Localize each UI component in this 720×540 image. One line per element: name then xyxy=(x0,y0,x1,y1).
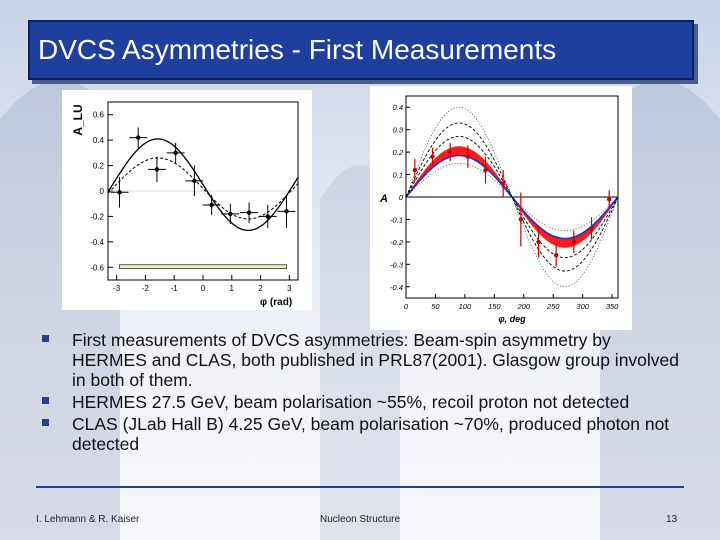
x-tick-label: 0 xyxy=(201,284,206,293)
hermes-asymmetry-chart: 0.6 0.4 0.2 0 -0.2 -0.4 -0.6 -3 -2 -1 0 1 2 3 φ (rad) A… xyxy=(71,101,299,308)
x-tick-label: 150 xyxy=(488,302,501,311)
bullet-item: HERMES 27.5 GeV, beam polarisation ~55%,… xyxy=(42,392,682,412)
data-point xyxy=(136,135,141,140)
title-bar: DVCS Asymmetries - First Measurements xyxy=(28,20,694,80)
square-bullet-icon xyxy=(42,419,49,426)
bullet-item: First measurements of DVCS asymmetries: … xyxy=(42,330,682,390)
data-point xyxy=(571,239,577,245)
data-point xyxy=(518,217,524,222)
data-point xyxy=(589,226,594,231)
y-tick-label: 0.2 xyxy=(393,148,404,157)
data-point xyxy=(430,154,435,159)
dotted-model-curve xyxy=(405,163,619,231)
data-point xyxy=(553,253,559,258)
y-tick-label: 0.3 xyxy=(393,126,404,135)
square-bullet-icon xyxy=(42,397,49,404)
y-tick-label: -0.2 xyxy=(90,212,104,221)
bullet-list: First measurements of DVCS asymmetries: … xyxy=(42,330,682,456)
data-point xyxy=(606,197,612,202)
clas-asymmetry-chart: 0.4 0.3 0.2 0.1 0 -0.1 -0.2 -0.3 -0.4 0 50 100 150 20… xyxy=(379,95,619,324)
y-tick-label: 0.6 xyxy=(93,111,105,120)
data-point xyxy=(173,150,178,156)
x-axis-label: φ, deg xyxy=(498,314,526,324)
y-axis-label: A xyxy=(379,193,388,205)
data-point xyxy=(209,202,214,208)
data-point xyxy=(117,190,122,195)
y-tick-label: 0.2 xyxy=(93,162,105,171)
data-point xyxy=(246,210,252,215)
slide-title: DVCS Asymmetries - First Measurements xyxy=(38,34,557,65)
data-point xyxy=(154,167,160,172)
bullet-text: First measurements of DVCS asymmetries: … xyxy=(72,330,680,390)
x-tick-label: 3 xyxy=(287,284,292,293)
footer-authors: I. Lehmann & R. Kaiser xyxy=(36,514,140,525)
x-tick-label: 250 xyxy=(546,302,560,311)
x-tick-label: 350 xyxy=(606,302,619,311)
x-tick-label: 300 xyxy=(576,302,589,311)
x-tick-label: 200 xyxy=(517,302,531,311)
data-point xyxy=(536,239,541,245)
x-tick-label: -1 xyxy=(171,284,179,293)
dotted-model-curve xyxy=(405,106,619,288)
y-tick-label: 0 xyxy=(399,193,404,202)
clas-figure: 0.4 0.3 0.2 0.1 0 -0.1 -0.2 -0.3 -0.4 0 50 100 150 20… xyxy=(370,86,632,330)
data-point xyxy=(447,149,453,155)
data-point xyxy=(284,209,289,214)
footer-divider xyxy=(36,486,684,488)
solid-fit-curve xyxy=(107,138,299,232)
x-tick-label: 50 xyxy=(431,302,440,311)
x-tick-label: 1 xyxy=(230,284,235,293)
x-tick-label: 0 xyxy=(404,302,409,311)
y-tick-label: 0 xyxy=(100,187,105,196)
data-point xyxy=(228,211,233,217)
x-tick-label: -2 xyxy=(142,284,150,293)
y-tick-label: -0.6 xyxy=(90,263,104,272)
y-tick-label: -0.3 xyxy=(390,260,404,269)
y-tick-label: -0.4 xyxy=(390,283,403,292)
page-number: 13 xyxy=(666,514,678,525)
y-tick-label: -0.1 xyxy=(390,215,403,224)
y-tick-label: -0.2 xyxy=(390,238,404,247)
square-bullet-icon xyxy=(42,335,49,342)
hermes-figure: 0.6 0.4 0.2 0 -0.2 -0.4 -0.6 -3 -2 -1 0 1 2 3 φ (rad) A… xyxy=(62,90,312,310)
x-tick-label: -3 xyxy=(113,284,121,293)
data-point xyxy=(412,167,418,173)
bullet-text: HERMES 27.5 GeV, beam polarisation ~55%,… xyxy=(72,392,630,412)
data-point xyxy=(265,214,270,219)
data-point xyxy=(483,167,488,173)
data-point xyxy=(500,181,506,186)
y-tick-label: 0.4 xyxy=(393,103,403,112)
x-tick-label: 100 xyxy=(459,302,472,311)
y-tick-label: -0.4 xyxy=(90,238,104,247)
bullet-item: CLAS (JLab Hall B) 4.25 GeV, beam polari… xyxy=(42,414,682,454)
footer-topic: Nucleon Structure xyxy=(320,514,401,525)
y-axis-label: A_LU xyxy=(71,104,85,135)
systematic-error-band xyxy=(119,264,287,269)
x-tick-label: 2 xyxy=(258,284,263,293)
dashed-model-curve xyxy=(405,135,619,259)
data-point xyxy=(192,178,197,184)
data-point xyxy=(465,154,471,159)
y-tick-label: 0.4 xyxy=(93,136,105,145)
x-axis-label: φ (rad) xyxy=(260,297,292,308)
dashed-fit-curve xyxy=(107,157,299,220)
bullet-text: CLAS (JLab Hall B) 4.25 GeV, beam polari… xyxy=(72,414,670,454)
y-tick-label: 0.1 xyxy=(393,171,403,180)
